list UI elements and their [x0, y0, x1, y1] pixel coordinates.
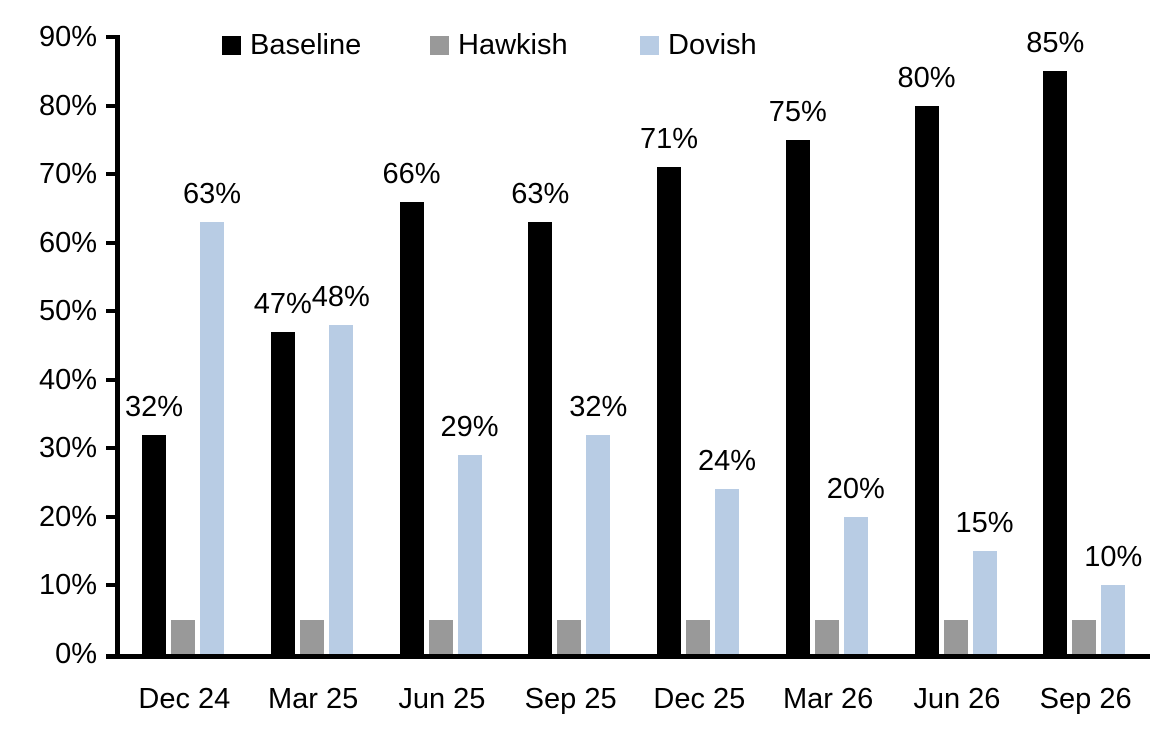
legend-item-dovish: Dovish	[640, 29, 757, 61]
bar-baseline-jun-26	[914, 105, 939, 654]
bar-dovish-sep-25	[586, 434, 611, 654]
bar-hawkish-sep-26	[1072, 619, 1097, 654]
bar-hawkish-dec-24	[171, 619, 195, 654]
bar-baseline-mar-26	[785, 139, 810, 654]
bar-dovish-jun-26	[972, 551, 997, 654]
bar-value-label: 48%	[311, 280, 370, 313]
y-axis-tick	[106, 309, 115, 314]
legend-label-dovish: Dovish	[668, 29, 757, 61]
legend-swatch-hawkish-icon	[430, 35, 449, 55]
bar-dovish-mar-26	[843, 516, 868, 654]
x-tick-label: Dec 24	[138, 683, 231, 715]
y-axis-tick	[106, 35, 115, 39]
y-tick-label: 70%	[38, 158, 97, 191]
bar-hawkish-mar-25	[299, 619, 324, 654]
bar-value-label: 47%	[253, 287, 312, 320]
legend-item-hawkish: Hawkish	[430, 29, 568, 61]
x-tick-label: Sep 25	[524, 683, 617, 715]
y-axis-tick	[106, 583, 115, 588]
bar-value-label: 63%	[182, 178, 242, 211]
x-tick-label: Jun 26	[913, 683, 1001, 715]
bar-value-label: 24%	[697, 445, 757, 478]
bar-value-label: 71%	[639, 123, 699, 156]
y-tick-label: 50%	[38, 295, 97, 328]
x-axis-line	[106, 654, 1150, 659]
bar-baseline-dec-25	[657, 167, 681, 654]
y-axis-tick	[106, 240, 115, 245]
bar-dovish-mar-25	[328, 324, 353, 654]
bar-value-label: 10%	[1084, 541, 1143, 574]
bar-value-label: 32%	[124, 390, 184, 423]
bar-baseline-jun-25	[399, 201, 424, 654]
y-tick-label: 0%	[55, 638, 97, 670]
x-tick-label: Dec 25	[653, 683, 746, 715]
y-tick-label: 20%	[38, 500, 97, 533]
y-tick-label: 30%	[38, 432, 97, 465]
legend-swatch-baseline-icon	[222, 35, 241, 55]
bar-value-label: 20%	[826, 472, 885, 505]
y-axis-line	[115, 35, 120, 659]
bar-hawkish-jun-25	[428, 619, 453, 654]
bar-value-label: 85%	[1026, 27, 1085, 60]
bar-dovish-dec-24	[200, 222, 224, 654]
legend-item-baseline: Baseline	[222, 29, 362, 61]
bar-value-label: 32%	[569, 390, 628, 423]
bar-value-label: 15%	[955, 507, 1014, 540]
y-tick-label: 40%	[38, 363, 97, 396]
bar-value-label: 80%	[897, 61, 956, 94]
bar-value-label: 66%	[382, 157, 441, 190]
y-axis-tick	[106, 377, 115, 382]
chart-legend: Baseline Hawkish Dovish	[0, 0, 1152, 70]
bar-hawkish-dec-25	[686, 619, 710, 654]
y-tick-label: 60%	[38, 226, 97, 259]
y-axis-tick	[106, 446, 115, 451]
bar-value-label: 29%	[440, 411, 499, 444]
bar-baseline-sep-26	[1043, 71, 1068, 654]
legend-label-hawkish: Hawkish	[458, 29, 568, 61]
bar-hawkish-jun-26	[943, 619, 968, 654]
x-tick-label: Jun 25	[398, 683, 486, 715]
legend-swatch-dovish-icon	[640, 35, 659, 55]
x-tick-label: Mar 26	[782, 683, 874, 715]
y-axis-tick	[106, 103, 115, 108]
bar-baseline-sep-25	[528, 222, 553, 654]
bar-value-label: 63%	[511, 178, 570, 211]
x-tick-label: Sep 26	[1039, 683, 1132, 715]
bar-baseline-dec-24	[142, 434, 166, 654]
legend-label-baseline: Baseline	[250, 29, 362, 61]
bar-hawkish-sep-25	[557, 619, 582, 654]
y-tick-label: 90%	[38, 21, 97, 53]
y-axis-tick	[106, 172, 115, 177]
y-tick-label: 10%	[38, 569, 97, 602]
bar-dovish-sep-26	[1101, 585, 1126, 654]
y-tick-label: 80%	[38, 89, 97, 122]
y-axis-tick	[106, 514, 115, 519]
bar-hawkish-mar-26	[814, 619, 839, 654]
bar-dovish-dec-25	[715, 489, 739, 654]
x-tick-label: Mar 25	[267, 683, 359, 715]
bar-dovish-jun-25	[457, 455, 482, 654]
bar-value-label: 75%	[768, 95, 827, 128]
bar-baseline-mar-25	[270, 331, 295, 654]
